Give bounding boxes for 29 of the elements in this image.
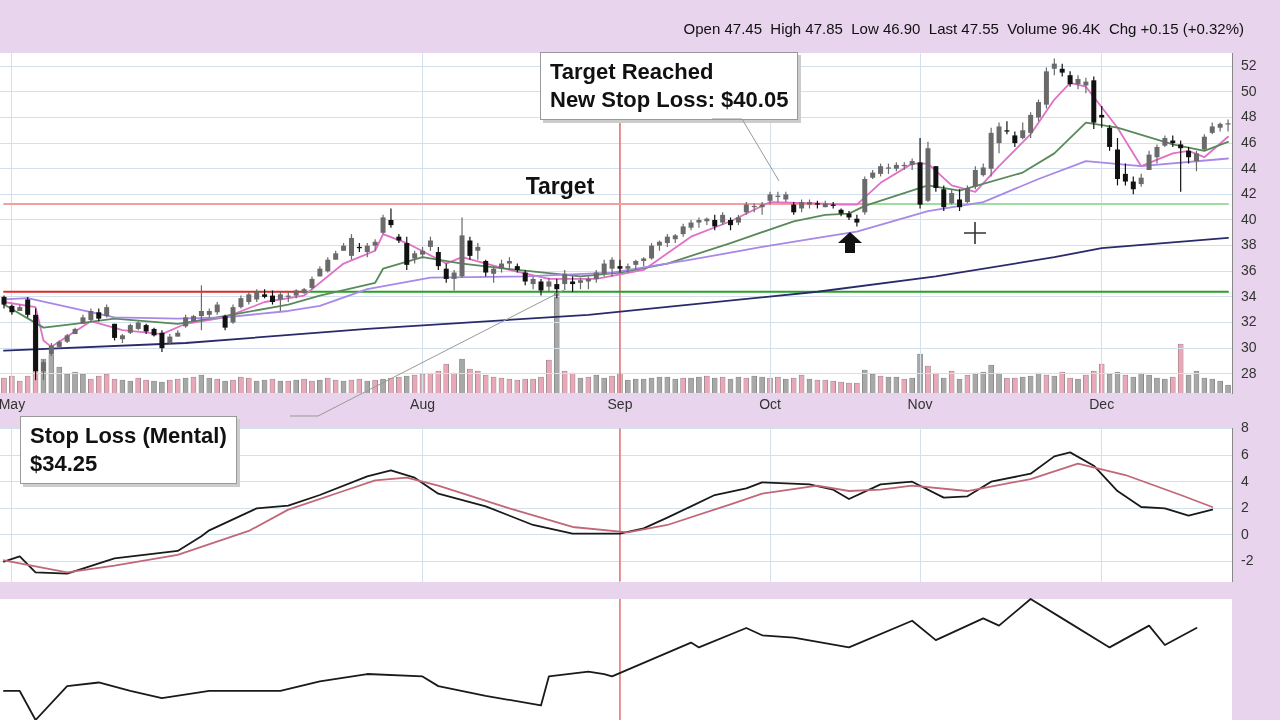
y-tick-label: 4 [1241,472,1249,489]
y-tick-label: 42 [1241,185,1257,202]
y-tick-label: 44 [1241,159,1257,176]
y-tick-label: -2 [1241,552,1254,569]
y-tick-label: 30 [1241,339,1257,356]
x-tick-label: Aug [410,396,436,413]
y-tick-label: 48 [1241,108,1257,125]
y-tick-label: 28 [1241,364,1257,381]
y-tick-label: 52 [1241,57,1257,74]
y-tick-label: 8 [1241,419,1249,436]
annotation: Target Reached New Stop Loss: $40.05 [540,52,799,120]
y-tick-label: 6 [1241,445,1249,462]
x-tick-label: Nov [907,396,933,413]
x-tick-label: Sep [607,396,633,413]
y-tick-label: 36 [1241,262,1257,279]
y-tick-label: 46 [1241,133,1257,150]
annotation: Target [525,172,595,199]
annotation: Stop Loss (Mental) $34.25 [20,416,237,484]
x-tick-label: Oct [759,396,782,413]
y-tick-label: 38 [1241,236,1257,253]
y-tick-label: 34 [1241,287,1257,304]
y-tick-label: 32 [1241,313,1257,330]
x-tick-label: May [0,396,26,413]
text: Open 47.45 High 47.85 Low 46.90 Last 47.55 Volume 96.4K Chg +0.15 (+0.32%) [683,20,1244,37]
y-tick-label: 2 [1241,499,1249,516]
y-tick-label: 0 [1241,525,1249,542]
y-tick-label: 50 [1241,82,1257,99]
x-tick-label: Dec [1089,396,1115,413]
y-tick-label: 40 [1241,210,1257,227]
